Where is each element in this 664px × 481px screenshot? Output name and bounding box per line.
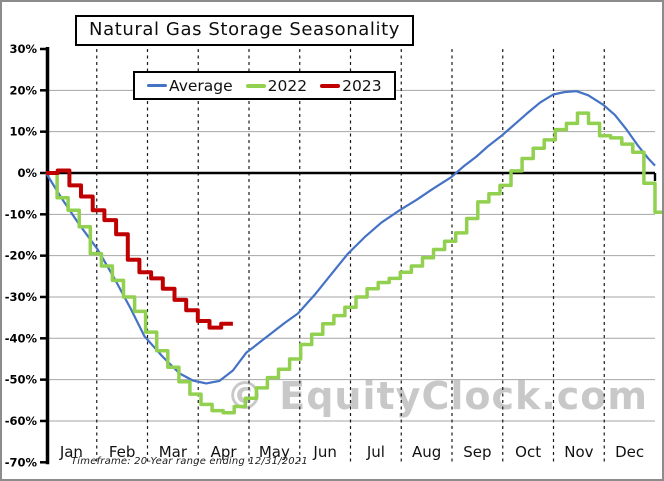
y-tick-label: -70% (5, 455, 38, 469)
y-tick-label: 20% (9, 83, 37, 97)
y-tick-label: 10% (9, 125, 37, 139)
year-2022-line-swatch (245, 83, 266, 88)
legend-label-average: Average (169, 76, 233, 95)
chart-title: Natural Gas Storage Seasonality (89, 19, 401, 40)
chart-legend: Average 2022 2023 (133, 71, 396, 100)
y-tick-label: -30% (5, 290, 38, 304)
y-tick-label: -60% (5, 414, 38, 428)
legend-item-average: Average (147, 77, 233, 95)
x-month-label: Apr (211, 443, 238, 461)
x-month-label: Mar (159, 443, 188, 461)
year-2023-line-swatch (320, 83, 341, 88)
legend-item-2023: 2023 (320, 76, 382, 95)
series-line-average (45, 90, 656, 385)
watermark-text: © EquityClock.com (226, 374, 648, 418)
y-tick-label: -50% (5, 373, 38, 387)
y-tick-label: 30% (9, 42, 37, 56)
x-month-label: Jun (312, 443, 336, 461)
x-month-label: Aug (412, 443, 441, 461)
y-tick-label: -40% (5, 331, 38, 345)
x-month-label: Sep (463, 443, 491, 461)
legend-label-2023: 2023 (342, 76, 382, 95)
x-month-label: Jan (59, 443, 83, 461)
x-month-label: May (259, 443, 290, 461)
x-month-label: Nov (564, 443, 593, 461)
legend-label-2022: 2022 (267, 76, 308, 95)
chart-title-box: Natural Gas Storage Seasonality (75, 15, 415, 46)
timeframe-footnote: Timeframe: 20-Year range ending 12/31/20… (71, 456, 308, 467)
x-month-label: Jul (366, 443, 385, 461)
series-line-2023 (46, 168, 233, 330)
y-tick-label: -10% (5, 207, 38, 221)
x-month-label: Feb (109, 443, 136, 461)
x-month-label: Dec (615, 443, 644, 461)
y-tick-label: -20% (5, 249, 38, 263)
average-line-swatch (147, 84, 167, 87)
legend-item-2022: 2022 (245, 76, 308, 95)
x-month-label: Oct (515, 443, 541, 461)
y-tick-label: 0% (17, 166, 37, 180)
series-line-2022 (46, 111, 662, 415)
